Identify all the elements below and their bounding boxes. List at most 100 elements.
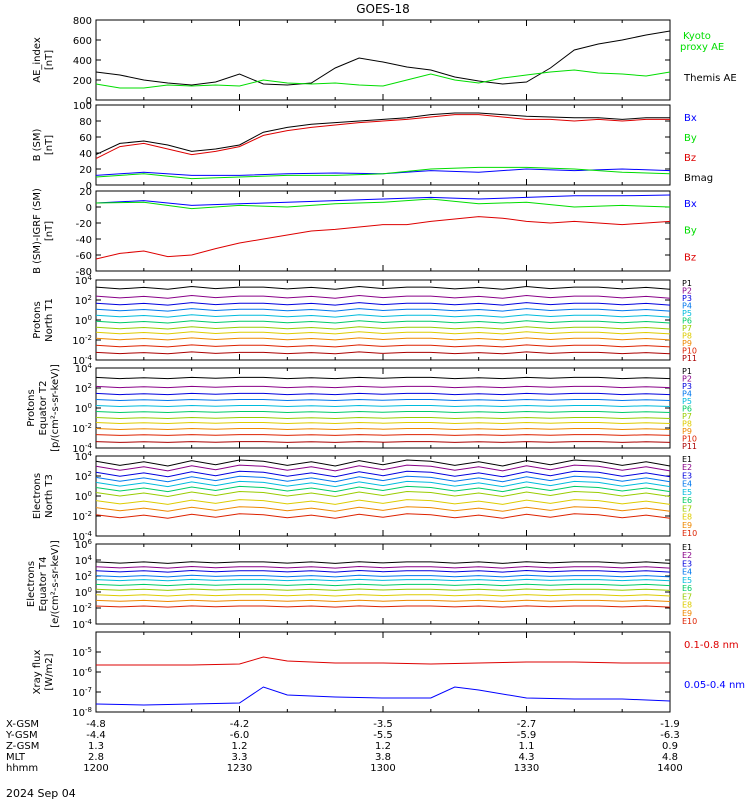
axis-row-value: -3.5 [373,719,393,730]
legend-label: 0.05-0.4 nm [684,680,745,691]
axis-row-value: 1.2 [375,741,391,752]
channel-label: P2 [682,374,692,383]
y-tick-label: 800 [73,16,92,27]
series-line [96,656,670,666]
channel-line [95,285,671,290]
channel-line [95,578,671,582]
channel-label: P8 [682,419,692,428]
channel-label: E2 [682,463,692,472]
panel-7: 10-4 10-2 100 102 104 106 Electrons Equator T4[… [26,538,697,631]
axis-row-value: 1.1 [519,741,535,752]
channel-label: P5 [682,309,692,318]
axis-row-value: -4.8 [86,719,106,730]
y-tick-label: 10-6 [72,666,92,679]
y-axis-label: [e/(cm²-s-sr-keV)] [50,540,61,628]
channel-label: P11 [682,354,697,363]
y-tick-label: 102 [75,294,92,307]
y-axis-label: North T3 [44,474,55,518]
channel-line [95,344,671,348]
channel-label: E4 [682,568,692,577]
y-tick-label: 10-4 [72,618,92,631]
channel-line [95,337,671,341]
channel-label: P10 [682,346,697,355]
y-tick-label: 0 [86,203,92,214]
channel-line [95,470,671,478]
y-tick-label: 10-4 [72,442,92,455]
channel-line [95,398,671,402]
y-axis-label: AE_index [32,37,43,83]
axis-row-value: -1.9 [660,719,680,730]
y-tick-label: 20 [79,165,92,176]
axis-row-value: 2.8 [88,752,104,763]
panel-1: 0 200 400 600 800 AE_index [nT] Themis AE Kyotop… [32,16,737,107]
axis-row-label: MLT [6,752,26,763]
y-tick-label: 10-5 [72,646,92,659]
axis-row-value: -4.2 [230,719,250,730]
y-tick-label: 100 [75,402,92,415]
axis-row-value: 1.3 [88,741,104,752]
y-tick-label: 104 [75,362,93,375]
axis-row-value: 3.8 [375,752,391,763]
channel-line [95,588,671,591]
legend-label: By [684,133,697,144]
axis-row-value: 4.3 [519,752,535,763]
channel-label: E10 [682,529,697,538]
axis-row-value: 4.8 [662,752,678,763]
axis-row-value: -4.4 [86,730,106,741]
y-tick-label: 0 [86,181,92,192]
channel-line [95,583,671,587]
axis-row-value: -5.9 [517,730,537,741]
legend-label: Kyoto [683,31,711,42]
y-axis-label: [W/m2] [44,653,55,690]
y-tick-label: 600 [73,36,92,47]
panel-6: 10-4 10-2 100 102 104 Electrons North T3 E1E2E3… [32,450,697,543]
channel-line [95,459,671,467]
channel-line [95,513,671,519]
axis-row-value: 1330 [514,763,539,774]
channel-line [95,605,671,608]
y-tick-label: 60 [79,133,92,144]
channel-line [95,314,671,318]
panel-frame [95,190,671,272]
y-axis-label: [nT] [44,50,55,70]
channel-label: E8 [682,513,692,522]
y-tick-label: 10-2 [72,422,92,435]
channel-label: P6 [682,316,692,325]
channel-line [95,326,671,330]
y-tick-label: 10-2 [72,510,92,523]
panel-frame [95,279,671,361]
channel-line [95,331,671,335]
y-tick-label: 104 [75,554,93,567]
axis-row-value: -2.7 [517,719,537,730]
panel-frame [95,19,671,101]
channel-line [95,599,671,603]
panel-5: 10-4 10-2 100 102 104 Protons Equator T2 [p/(cm… [26,362,697,455]
y-tick-label: 10-2 [72,334,92,347]
channel-label: E7 [682,504,692,513]
panel-8: 10-8 10-7 10-6 10-5 Xray flux [W/m2] 0.1-0.8 n… [32,631,745,719]
legend-label: proxy AE [680,42,724,53]
legend-label: Bx [684,199,697,210]
y-tick-label: 102 [75,382,92,395]
panel-3: -80 -60 -40 -20 0 20 B (SM)-IGRF (SM) [nT] Bx By B… [32,187,697,278]
y-axis-label: Equator T4 [38,557,49,612]
y-tick-label: 100 [75,490,92,503]
axis-row-value: 1300 [370,763,395,774]
panel-frame [95,104,671,186]
series-line [95,686,671,706]
channel-line [95,392,671,396]
y-axis-label: Protons [26,389,37,426]
series-line [95,194,671,206]
channel-label: E1 [682,455,692,464]
series-line [95,69,671,89]
panel-4: 10-4 10-2 100 102 104 Protons North T1 P1P2P3P4… [32,274,697,367]
axis-row-value: 1.2 [232,741,248,752]
legend-label: 0.1-0.8 nm [684,640,739,651]
y-axis-label: [nT] [44,135,55,155]
legend-label: By [684,226,697,237]
channel-line [95,351,671,355]
y-axis-label: Electrons [32,473,43,519]
y-tick-label: 400 [73,56,92,67]
channel-label: P3 [682,294,692,303]
